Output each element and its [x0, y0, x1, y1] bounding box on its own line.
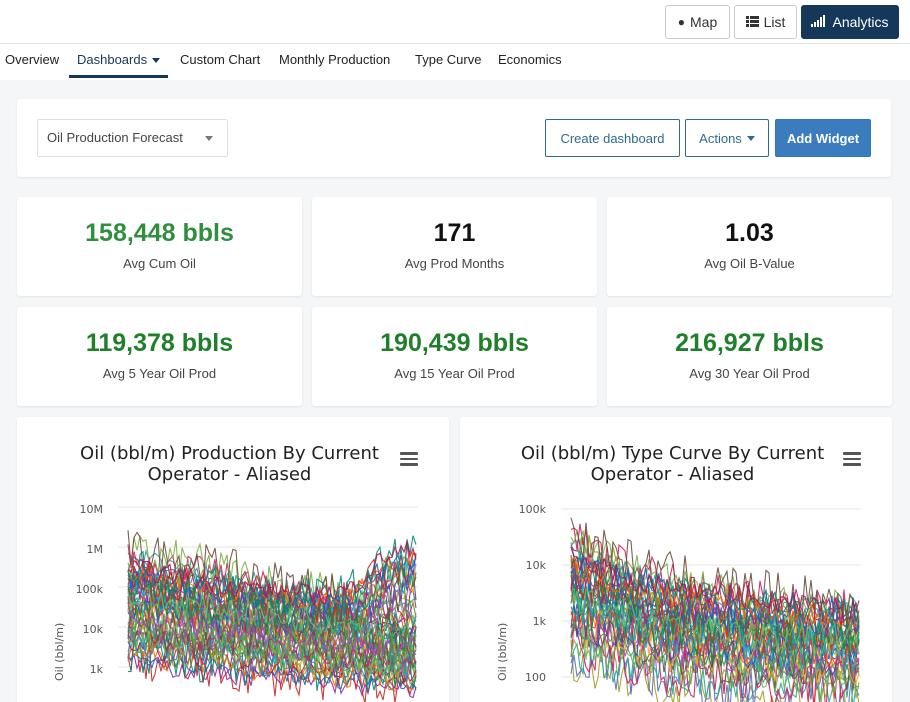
stat-label: Avg Oil B-Value	[704, 256, 795, 271]
y-tick-label: 10k	[82, 623, 103, 636]
well-line	[127, 611, 417, 658]
y-axis-label: Oil (bbl/m)	[496, 622, 509, 681]
stat-card-avg-cum-oil: 158,448 bbls Avg Cum Oil	[17, 197, 302, 296]
well-line	[127, 628, 417, 685]
production-plot	[118, 506, 418, 702]
tab-custom-chart[interactable]: Custom Chart	[180, 52, 261, 67]
stat-label: Avg Cum Oil	[123, 256, 196, 271]
chevron-down-icon	[746, 135, 755, 141]
tab-dashboards[interactable]: Dashboards	[69, 44, 169, 78]
well-line	[570, 573, 860, 640]
chart-title: Oil (bbl/m) Type Curve By Current Operat…	[520, 443, 825, 485]
chart-title: Oil (bbl/m) Production By Current Operat…	[80, 443, 379, 485]
list-view-button[interactable]: List	[734, 5, 797, 39]
tab-overview[interactable]: Overview	[5, 52, 60, 67]
tab-economics[interactable]: Economics	[498, 52, 562, 67]
tab-monthly-production[interactable]: Monthly Production	[279, 52, 391, 67]
well-line	[127, 627, 417, 668]
well-line	[570, 603, 860, 671]
globe-icon: ●	[677, 15, 685, 29]
stat-value: 216,927 bbls	[675, 329, 824, 357]
type-curve-plot	[561, 508, 861, 702]
well-line	[570, 635, 860, 702]
stat-label: Avg 15 Year Oil Prod	[394, 366, 515, 381]
bar-chart-icon	[811, 14, 827, 30]
well-line	[570, 555, 860, 628]
chevron-down-icon	[205, 136, 213, 141]
y-tick-label: 100k	[518, 503, 546, 516]
well-line	[570, 619, 860, 682]
analytics-view-button[interactable]: Analytics	[801, 5, 899, 39]
type-curve-chart-card: Oil (bbl/m) Type Curve By Current Operat…	[460, 417, 892, 702]
actions-button[interactable]: Actions	[685, 119, 769, 157]
stat-value: 158,448 bbls	[85, 219, 234, 247]
stat-card-avg-30-year-oil: 216,927 bbls Avg 30 Year Oil Prod	[607, 307, 892, 406]
well-line	[570, 622, 860, 702]
production-chart-card: Oil (bbl/m) Production By Current Operat…	[17, 417, 449, 702]
y-axis-label: Oil (bbl/m)	[53, 622, 66, 681]
well-line	[127, 587, 417, 644]
stat-value: 1.03	[725, 219, 774, 247]
create-dashboard-button[interactable]: Create dashboard	[545, 119, 680, 157]
well-line	[127, 617, 417, 674]
top-bar: ● Map List Analytics	[0, 0, 910, 44]
well-line	[127, 632, 417, 693]
stat-card-avg-5-year-oil: 119,378 bbls Avg 5 Year Oil Prod	[17, 307, 302, 406]
y-tick-label: 10M	[79, 503, 104, 516]
well-line	[127, 535, 417, 618]
chart-menu-icon[interactable]	[400, 452, 418, 466]
add-widget-button[interactable]: Add Widget	[775, 119, 871, 157]
y-tick-label: 1k	[89, 663, 103, 676]
chevron-down-icon	[152, 58, 161, 64]
well-line	[127, 534, 417, 621]
map-view-button[interactable]: ● Map	[665, 5, 730, 39]
stat-card-avg-15-year-oil: 190,439 bbls Avg 15 Year Oil Prod	[312, 307, 597, 406]
y-tick-label: 100	[525, 671, 546, 684]
stat-label: Avg 30 Year Oil Prod	[689, 366, 810, 381]
well-line	[570, 587, 860, 658]
nav-tabs: Overview Dashboards Custom Chart Monthly…	[0, 44, 910, 80]
y-tick-label: 1M	[86, 543, 104, 556]
stat-value: 171	[433, 219, 476, 247]
well-line	[127, 607, 417, 667]
stat-value: 190,439 bbls	[380, 329, 529, 357]
y-tick-label: 10k	[525, 559, 546, 572]
stat-label: Avg Prod Months	[404, 256, 505, 271]
y-tick-label: 1k	[532, 615, 546, 628]
dashboard-select[interactable]: Oil Production Forecast	[37, 119, 228, 157]
tab-type-curve[interactable]: Type Curve	[415, 52, 482, 67]
stat-card-avg-oil-b-value: 1.03 Avg Oil B-Value	[607, 197, 892, 296]
y-tick-label: 100k	[75, 583, 103, 596]
stat-label: Avg 5 Year Oil Prod	[102, 366, 217, 381]
well-line	[570, 546, 860, 622]
stat-value: 119,378 bbls	[85, 329, 234, 357]
well-line	[570, 583, 860, 666]
well-line	[127, 541, 417, 606]
list-icon	[745, 14, 759, 30]
well-line	[570, 556, 860, 629]
stat-card-avg-prod-months: 171 Avg Prod Months	[312, 197, 597, 296]
chart-menu-icon[interactable]	[843, 452, 861, 466]
well-line	[570, 606, 860, 685]
well-line	[570, 633, 860, 702]
